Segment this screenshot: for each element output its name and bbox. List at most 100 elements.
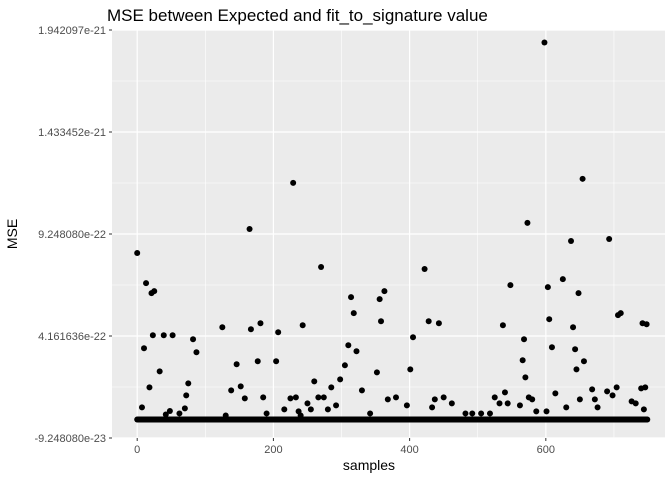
data-point <box>324 406 331 413</box>
data-point <box>594 404 601 411</box>
data-point <box>529 396 536 403</box>
data-point <box>407 366 414 373</box>
data-point <box>292 394 299 401</box>
data-point <box>435 320 442 327</box>
data-point <box>573 366 580 373</box>
data-point <box>589 386 596 393</box>
data-point <box>392 394 399 401</box>
data-point <box>541 39 548 46</box>
data-point <box>469 410 476 417</box>
data-point <box>297 412 304 419</box>
data-point <box>233 361 240 368</box>
data-point <box>281 406 288 413</box>
data-point <box>304 400 311 407</box>
data-point <box>606 235 613 242</box>
data-point <box>287 395 294 402</box>
data-point <box>462 410 469 417</box>
data-point <box>579 175 586 182</box>
data-point <box>169 332 176 339</box>
data-point <box>176 410 183 417</box>
data-point <box>247 326 254 333</box>
data-point <box>241 395 248 402</box>
data-point <box>257 320 264 327</box>
data-point <box>348 294 355 301</box>
data-point <box>311 378 318 385</box>
data-point <box>617 310 624 317</box>
data-point <box>448 400 455 407</box>
data-point <box>275 329 282 336</box>
data-point <box>162 411 169 418</box>
data-point <box>501 389 508 396</box>
y-tick-label: 4.161636e-22 <box>38 331 106 343</box>
data-point <box>246 225 253 232</box>
data-point <box>613 384 620 391</box>
data-point <box>138 404 145 411</box>
data-point <box>609 392 616 399</box>
data-point <box>431 396 438 403</box>
data-point <box>378 318 385 325</box>
data-point <box>151 288 158 295</box>
data-point <box>522 374 529 381</box>
data-point <box>222 412 229 419</box>
data-point <box>134 250 141 257</box>
data-point <box>341 362 348 369</box>
y-axis: -9.248080e-23 4.161636e-22 9.248080e-22 1.4… <box>34 25 112 445</box>
data-point <box>632 400 639 407</box>
data-point <box>524 219 531 226</box>
data-point <box>318 264 325 271</box>
data-point <box>421 266 428 273</box>
data-point <box>146 384 153 391</box>
data-point <box>410 334 417 341</box>
data-point <box>643 321 650 328</box>
data-point <box>328 384 335 391</box>
data-point <box>580 358 587 365</box>
data-point <box>533 408 540 415</box>
data-point <box>381 288 388 295</box>
data-point <box>570 324 577 331</box>
data-point <box>141 345 148 352</box>
data-point <box>315 394 322 401</box>
data-point <box>160 332 167 339</box>
data-point <box>478 410 485 417</box>
data-point <box>183 392 190 399</box>
data-point <box>237 383 244 390</box>
data-point <box>376 296 383 303</box>
x-axis: 0 200 400 600 <box>134 438 555 456</box>
data-point <box>486 410 493 417</box>
data-point <box>425 318 432 325</box>
data-point <box>507 282 514 289</box>
data-point <box>143 280 150 287</box>
y-tick-label: -9.248080e-23 <box>34 433 106 445</box>
data-point <box>559 276 566 283</box>
data-point <box>166 408 173 415</box>
data-point <box>367 410 374 417</box>
data-point <box>644 416 651 423</box>
data-point <box>568 237 575 244</box>
data-point <box>640 406 647 413</box>
data-point <box>504 400 511 407</box>
data-point <box>563 404 570 411</box>
data-point <box>350 310 357 317</box>
y-tick-label: 1.433452e-21 <box>38 127 106 139</box>
data-point <box>576 396 583 403</box>
data-point <box>546 316 553 323</box>
data-point <box>228 387 235 394</box>
data-point <box>333 402 340 409</box>
x-tick-label: 600 <box>537 444 555 456</box>
data-point <box>263 410 270 417</box>
data-point <box>642 384 649 391</box>
data-point <box>499 322 506 329</box>
data-point <box>604 388 611 395</box>
y-tick-label: 1.942097e-21 <box>38 25 106 37</box>
data-point <box>185 380 192 387</box>
x-tick-label: 400 <box>400 444 418 456</box>
data-point <box>575 290 582 297</box>
data-point <box>320 394 327 401</box>
data-point <box>190 336 197 343</box>
data-point <box>544 284 551 291</box>
data-point <box>552 390 559 397</box>
data-point <box>440 394 447 401</box>
data-point <box>345 342 352 349</box>
data-point <box>337 376 344 383</box>
